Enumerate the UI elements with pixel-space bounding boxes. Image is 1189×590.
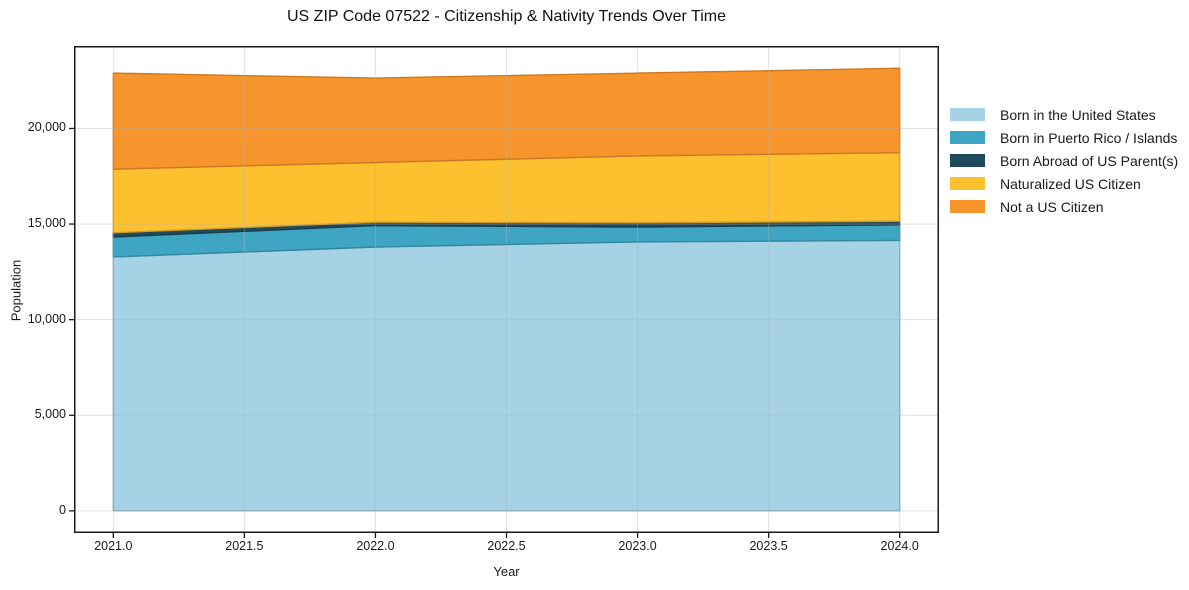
x-tick-label: 2024.0 — [880, 539, 919, 553]
stacked-area-chart — [69, 46, 939, 538]
legend-label: Born in Puerto Rico / Islands — [1000, 129, 1178, 146]
y-tick-label: 5,000 — [34, 407, 66, 422]
area-series-4 — [112, 67, 901, 170]
x-tick-label: 2021.5 — [225, 539, 264, 553]
legend-label: Naturalized US Citizen — [1000, 175, 1141, 192]
tick-marks — [69, 127, 901, 538]
x-tick-label: 2022.5 — [487, 539, 526, 553]
x-axis-label: Year — [493, 564, 520, 579]
legend: Born in the United States Born in Puerto… — [950, 103, 1178, 218]
legend-label: Born in the United States — [1000, 106, 1156, 123]
legend-item: Born Abroad of US Parent(s) — [950, 149, 1178, 172]
legend-item: Not a US Citizen — [950, 195, 1178, 218]
legend-item: Born in Puerto Rico / Islands — [950, 126, 1178, 149]
chart-title: US ZIP Code 07522 - Citizenship & Nativi… — [287, 8, 726, 25]
legend-swatch-naturalized — [950, 177, 985, 190]
legend-label: Born Abroad of US Parent(s) — [1000, 152, 1179, 169]
y-tick-label: 0 — [59, 502, 66, 517]
legend-swatch-puerto-rico — [950, 131, 985, 144]
legend-swatch-born-abroad — [950, 154, 985, 167]
legend-label: Not a US Citizen — [1000, 198, 1104, 215]
legend-item: Naturalized US Citizen — [950, 172, 1178, 195]
legend-item: Born in the United States — [950, 103, 1178, 126]
y-tick-label: 20,000 — [27, 120, 66, 135]
axes-frame — [74, 46, 939, 533]
y-axis-label: Population — [8, 259, 24, 322]
y-tick-label: 10,000 — [27, 311, 66, 326]
legend-swatch-not-citizen — [950, 200, 985, 213]
x-tick-label: 2023.0 — [618, 539, 657, 553]
plot-area — [69, 46, 939, 538]
x-tick-label: 2022.0 — [356, 539, 395, 553]
gridlines — [74, 46, 939, 533]
y-tick-label: 15,000 — [27, 216, 66, 231]
area-series-group — [112, 67, 901, 512]
x-tick-label: 2023.5 — [749, 539, 788, 553]
legend-swatch-born-us — [950, 108, 985, 121]
x-tick-label: 2021.0 — [94, 539, 133, 553]
